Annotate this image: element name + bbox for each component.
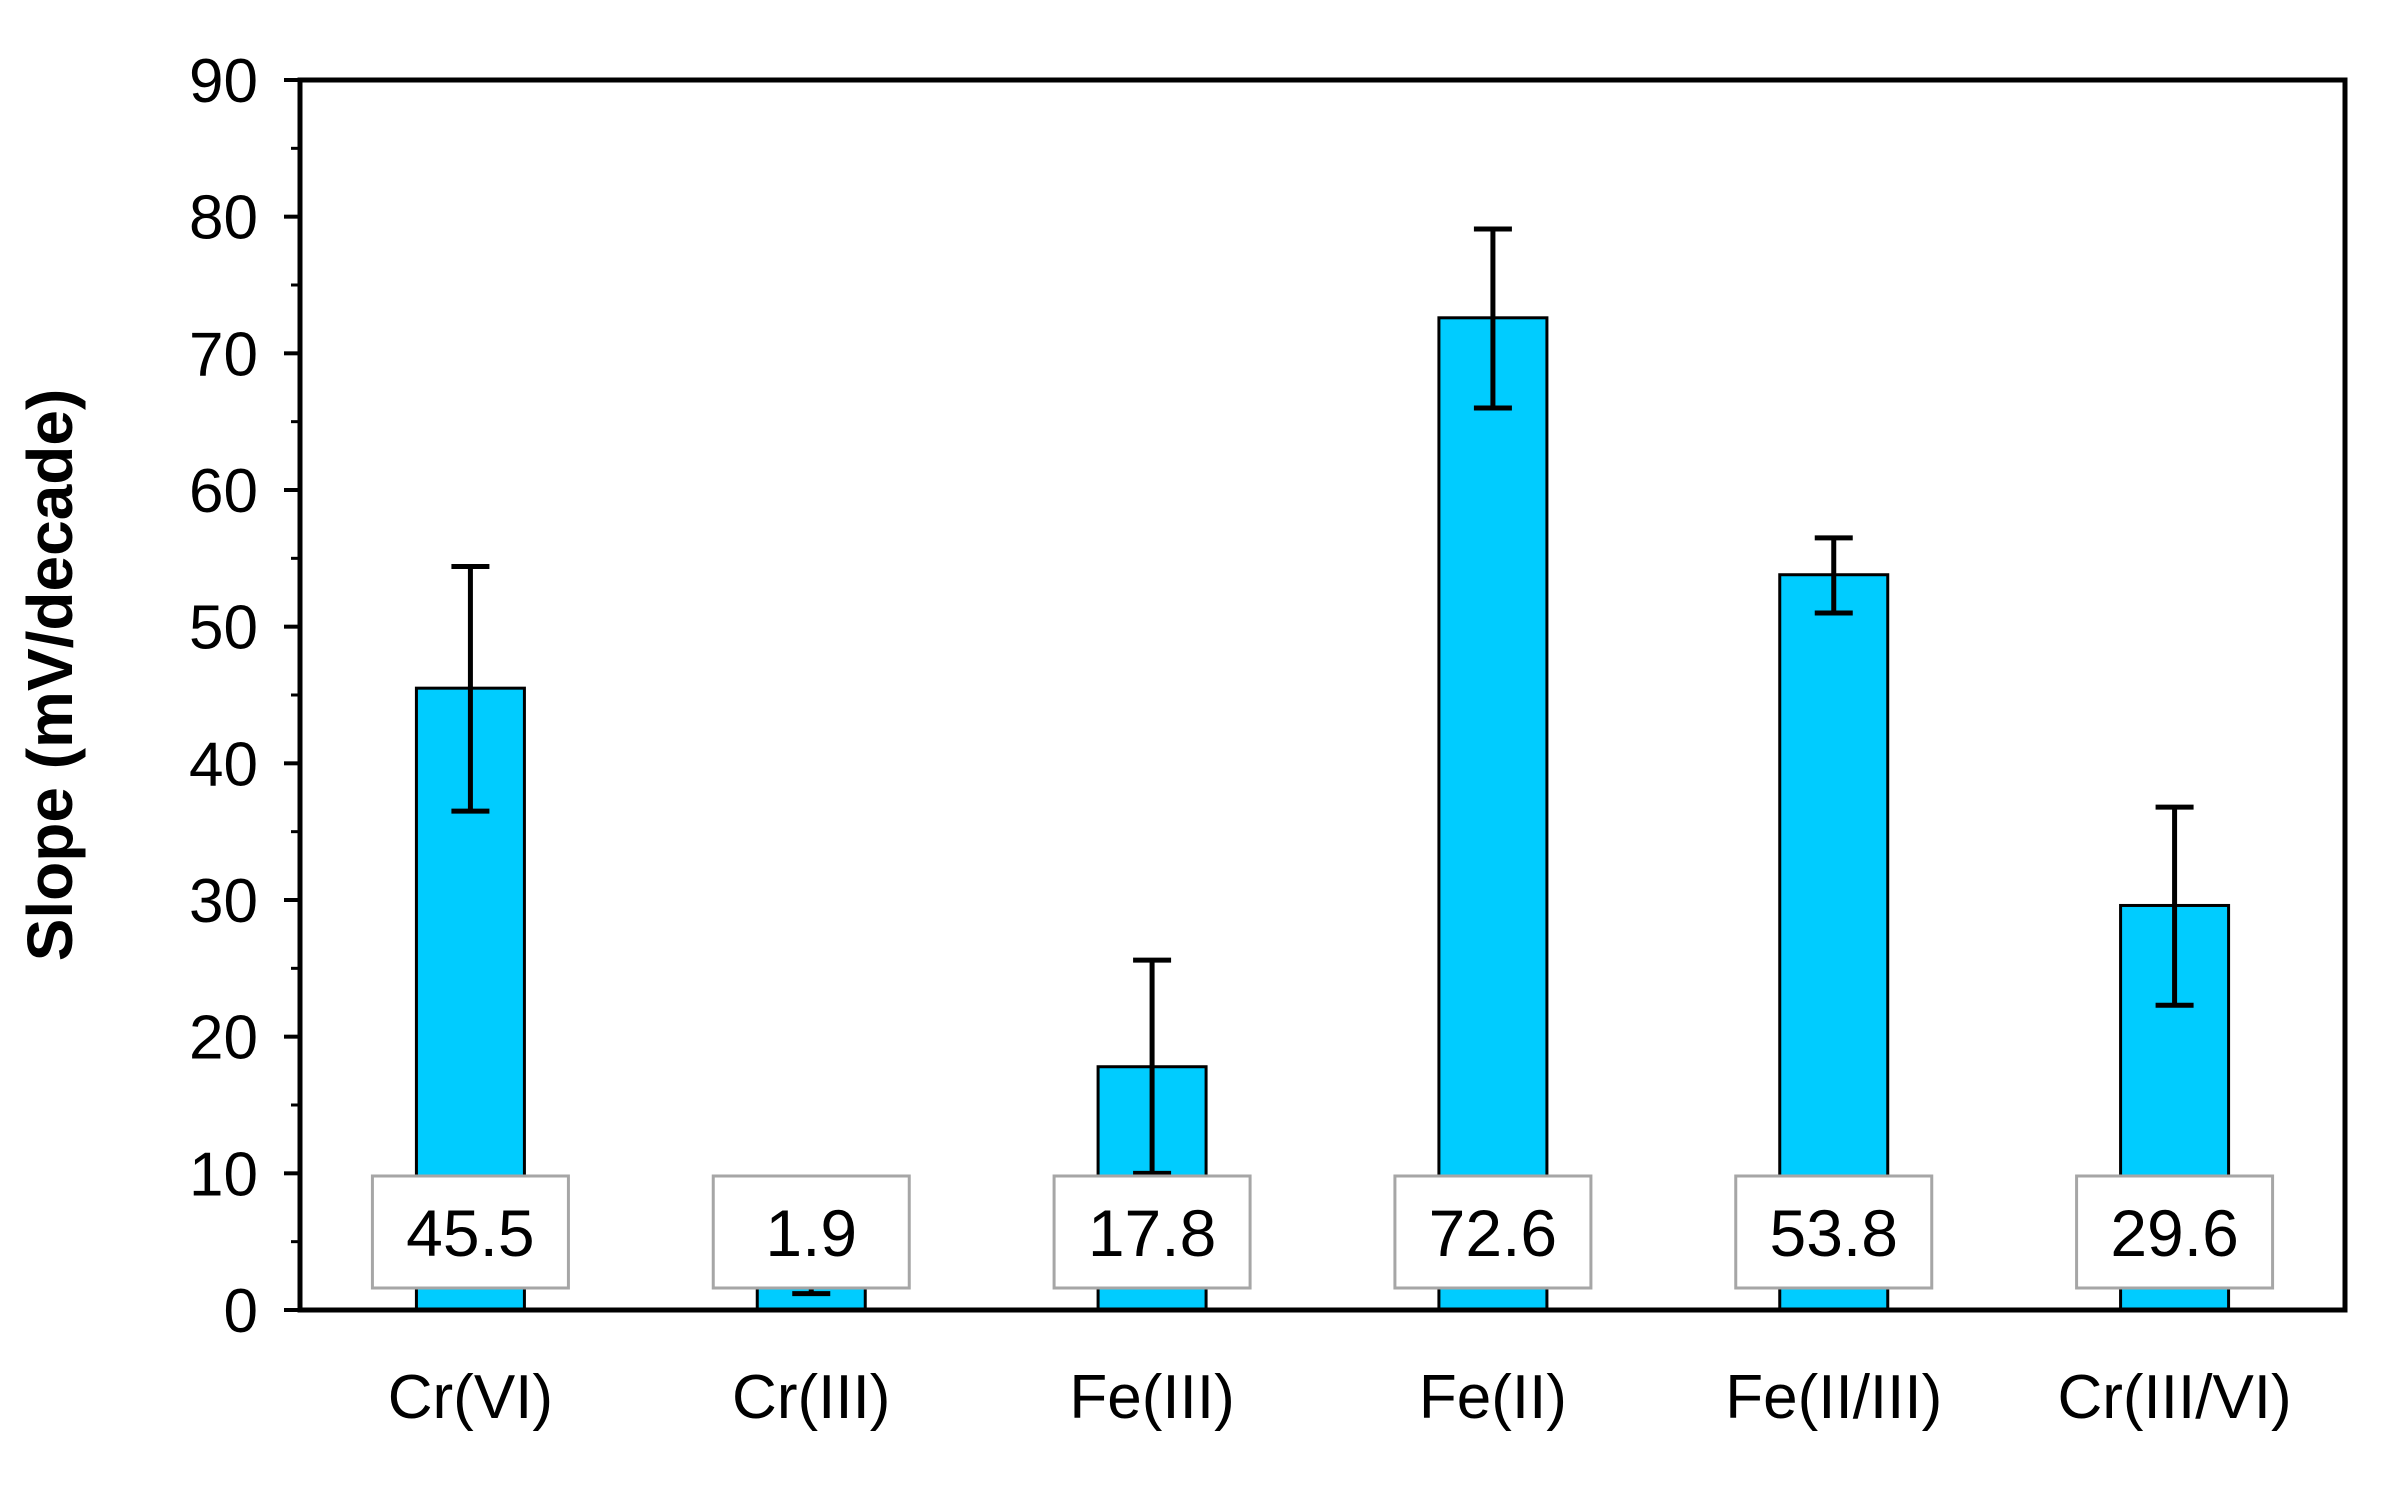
data-label: 72.6: [1429, 1196, 1557, 1270]
y-tick-label: 10: [189, 1140, 258, 1209]
data-label-box: [711, 1174, 911, 1290]
x-category-label: Cr(VI): [388, 1363, 553, 1432]
data-label-box: [370, 1174, 570, 1290]
data-label: 45.5: [406, 1196, 534, 1270]
y-tick-label: 80: [189, 184, 258, 253]
data-label: 53.8: [1770, 1196, 1898, 1270]
data-label-box: [1734, 1174, 1934, 1290]
plot-area-frame: [297, 77, 2348, 1313]
x-category-label: Cr(III): [732, 1363, 890, 1432]
data-label-box: [1052, 1174, 1252, 1290]
y-axis-title: Slope (mV/decade): [14, 389, 86, 962]
data-labels-group: 45.5 1.9 17.8 72.6 53.8 29.6: [370, 1174, 2275, 1290]
data-label-box: [1393, 1174, 1593, 1290]
x-category-label: Fe(III): [1069, 1363, 1234, 1432]
y-axis-ticks: 0 10 20 30 40 50 60 70 80 90: [189, 47, 300, 1346]
y-tick-label: 40: [189, 730, 258, 799]
y-tick-label: 60: [189, 457, 258, 526]
data-label: 29.6: [2110, 1196, 2238, 1270]
bar: [1437, 316, 1549, 1312]
data-label-box: [2075, 1174, 2275, 1290]
y-tick-label: 50: [189, 594, 258, 663]
data-label: 17.8: [1088, 1196, 1216, 1270]
y-tick-label: 20: [189, 1004, 258, 1073]
y-tick-label: 30: [189, 867, 258, 936]
error-bars-group: [451, 226, 2194, 1297]
y-tick-label: 0: [224, 1277, 258, 1346]
x-category-label: Fe(II): [1419, 1363, 1567, 1432]
y-tick-label: 90: [189, 47, 258, 116]
y-tick-label: 70: [189, 320, 258, 389]
x-axis-labels: Cr(VI) Cr(III) Fe(III) Fe(II) Fe(II/III) Cr(I…: [388, 1363, 2292, 1432]
x-category-label: Fe(II/III): [1725, 1363, 1942, 1432]
x-category-label: Cr(III/VI): [2057, 1363, 2291, 1432]
data-label: 1.9: [765, 1196, 857, 1270]
